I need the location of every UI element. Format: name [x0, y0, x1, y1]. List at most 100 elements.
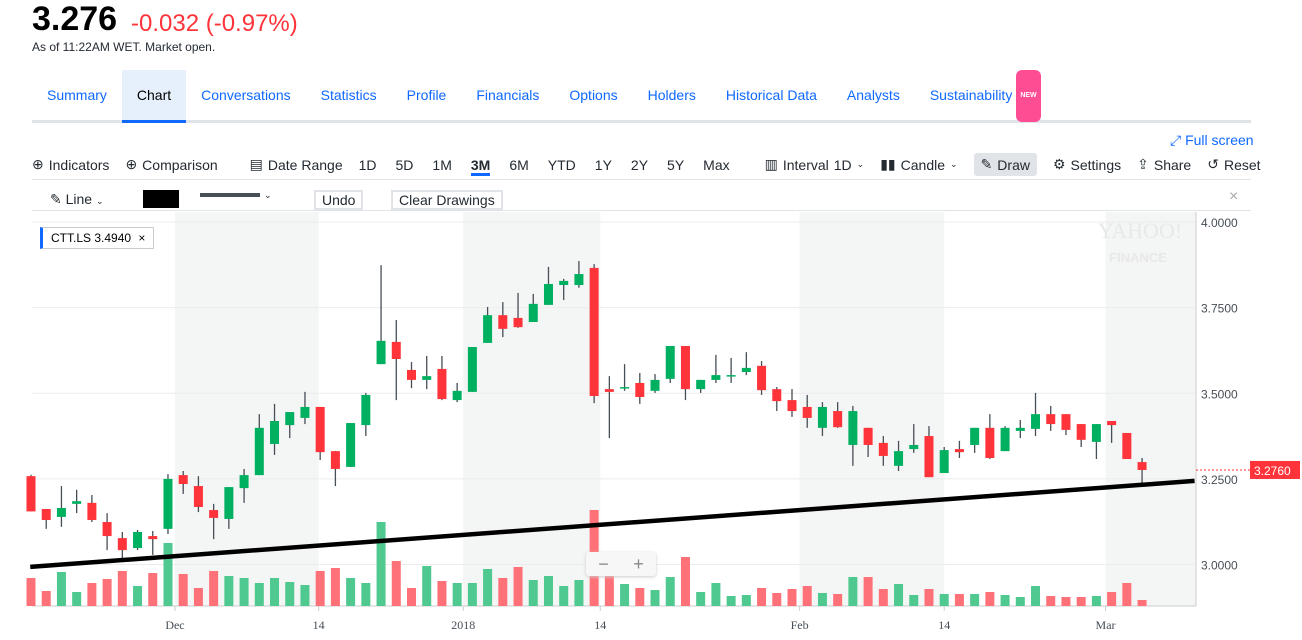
- tab-profile[interactable]: Profile: [406, 87, 447, 103]
- line-width-dropdown[interactable]: ⌄: [200, 190, 280, 206]
- y-tick-label: 3.0000: [1201, 559, 1238, 573]
- candle: [1076, 424, 1086, 440]
- candle: [148, 536, 158, 540]
- volume-bar: [254, 583, 264, 606]
- volume-bar: [1000, 595, 1010, 606]
- full-screen-label: Full screen: [1185, 132, 1254, 148]
- volume-bar: [452, 583, 462, 606]
- shaded-period: [1105, 212, 1196, 606]
- volume-bar: [270, 578, 280, 606]
- candle: [513, 317, 523, 328]
- volume-bar: [848, 577, 858, 606]
- ruler-icon: ▥: [764, 156, 778, 172]
- volume-bar: [772, 593, 782, 606]
- volume-bar: [741, 595, 751, 606]
- tab-historical-data[interactable]: Historical Data: [725, 87, 817, 103]
- share-button[interactable]: ⇪ Share: [1137, 156, 1191, 173]
- tab-financials[interactable]: Financials: [476, 87, 540, 103]
- range-5d[interactable]: 5D: [395, 156, 414, 173]
- range-1y[interactable]: 1Y: [594, 156, 612, 173]
- candle: [863, 427, 873, 445]
- chevron-down-icon: ⌄: [856, 159, 865, 169]
- volume-bar: [87, 583, 97, 606]
- volume-bar: [711, 583, 721, 606]
- tab-sustainability[interactable]: Sustainability NEW: [915, 70, 1056, 123]
- candle: [1015, 427, 1025, 431]
- legend-symbol: CTT.LS: [51, 231, 92, 245]
- candle: [909, 444, 919, 450]
- range-1d[interactable]: 1D: [358, 156, 377, 173]
- volume-bar: [239, 578, 249, 606]
- zoom-in-button[interactable]: +: [633, 553, 644, 574]
- plus-circle-icon: ⊕: [125, 156, 138, 172]
- candle: [680, 345, 690, 390]
- comparison-label: Comparison: [142, 156, 218, 173]
- volume-bar: [26, 578, 36, 606]
- volume-bar: [604, 575, 614, 606]
- range-max[interactable]: Max: [703, 156, 730, 173]
- undo-button[interactable]: Undo: [314, 190, 364, 210]
- tab-options[interactable]: Options: [569, 87, 618, 103]
- volume-bar: [909, 595, 919, 606]
- candle: [376, 340, 386, 365]
- comparison-button[interactable]: ⊕ Comparison: [125, 156, 217, 173]
- date-range-button[interactable]: ▤ Date Range: [250, 156, 343, 173]
- range-5y[interactable]: 5Y: [667, 156, 685, 173]
- tab-analysts[interactable]: Analysts: [846, 87, 900, 103]
- range-ytd[interactable]: YTD: [547, 156, 576, 173]
- candle: [1107, 420, 1117, 426]
- candle: [254, 427, 264, 476]
- yahoo-finance-watermark: YAHOO!: [1098, 218, 1182, 243]
- volume-bar: [193, 588, 203, 606]
- pencil-icon: ✎: [980, 156, 993, 172]
- candle: [346, 423, 356, 467]
- quote-timestamp: As of 11:22AM WET. Market open.: [32, 40, 216, 54]
- tab-summary[interactable]: Summary: [47, 87, 107, 103]
- indicators-button[interactable]: ⊕ Indicators: [32, 156, 109, 173]
- close-icon[interactable]: ×: [138, 231, 146, 245]
- draw-button[interactable]: ✎ Draw: [973, 153, 1037, 176]
- reset-button[interactable]: ↺ Reset: [1207, 156, 1260, 173]
- interval-label: Interval: [782, 156, 829, 173]
- candle: [924, 436, 934, 478]
- tab-statistics[interactable]: Statistics: [320, 87, 377, 103]
- candle: [970, 427, 980, 445]
- volume-bar: [361, 583, 371, 606]
- interval-dropdown[interactable]: ▥ Interval 1D ⌄: [765, 156, 865, 173]
- volume-bar: [467, 583, 477, 606]
- color-swatch[interactable]: [143, 190, 179, 208]
- volume-bar: [117, 571, 127, 606]
- last-price-label: 3.2760: [1254, 464, 1291, 478]
- clear-drawings-button[interactable]: Clear Drawings: [391, 190, 503, 210]
- candle: [452, 390, 462, 401]
- full-screen-button[interactable]: ⤢ Full screen: [1170, 132, 1254, 149]
- legend-chip[interactable]: CTT.LS 3.4940 ×: [40, 227, 155, 249]
- chart-type-dropdown[interactable]: ▮▮ Candle ⌄: [880, 156, 957, 173]
- zoom-out-button[interactable]: −: [598, 553, 609, 574]
- candle: [543, 283, 553, 305]
- candle: [498, 315, 508, 329]
- tab-holders[interactable]: Holders: [647, 87, 696, 103]
- range-1m[interactable]: 1M: [432, 156, 452, 173]
- range-6m[interactable]: 6M: [509, 156, 529, 173]
- tab-conversations[interactable]: Conversations: [201, 87, 291, 103]
- settings-button[interactable]: ⚙ Settings: [1053, 156, 1121, 173]
- tab-chart[interactable]: Chart: [121, 70, 187, 123]
- candle: [72, 501, 82, 504]
- quote-change: -0.032 (-0.97%): [131, 10, 298, 37]
- volume-bar: [391, 561, 401, 606]
- range-2y[interactable]: 2Y: [630, 156, 649, 173]
- close-icon[interactable]: ×: [1229, 188, 1239, 205]
- candle: [87, 502, 97, 520]
- candle: [422, 376, 432, 380]
- candle: [467, 347, 477, 392]
- candle: [833, 411, 843, 428]
- range-3m[interactable]: 3M: [470, 154, 491, 176]
- volume-bar: [1107, 592, 1117, 606]
- candle: [559, 280, 569, 286]
- line-tool-dropdown[interactable]: ✎ Line ⌄: [50, 191, 104, 208]
- candle: [802, 406, 812, 418]
- x-tick-label: Mar: [1096, 618, 1116, 632]
- volume-bar: [209, 571, 219, 606]
